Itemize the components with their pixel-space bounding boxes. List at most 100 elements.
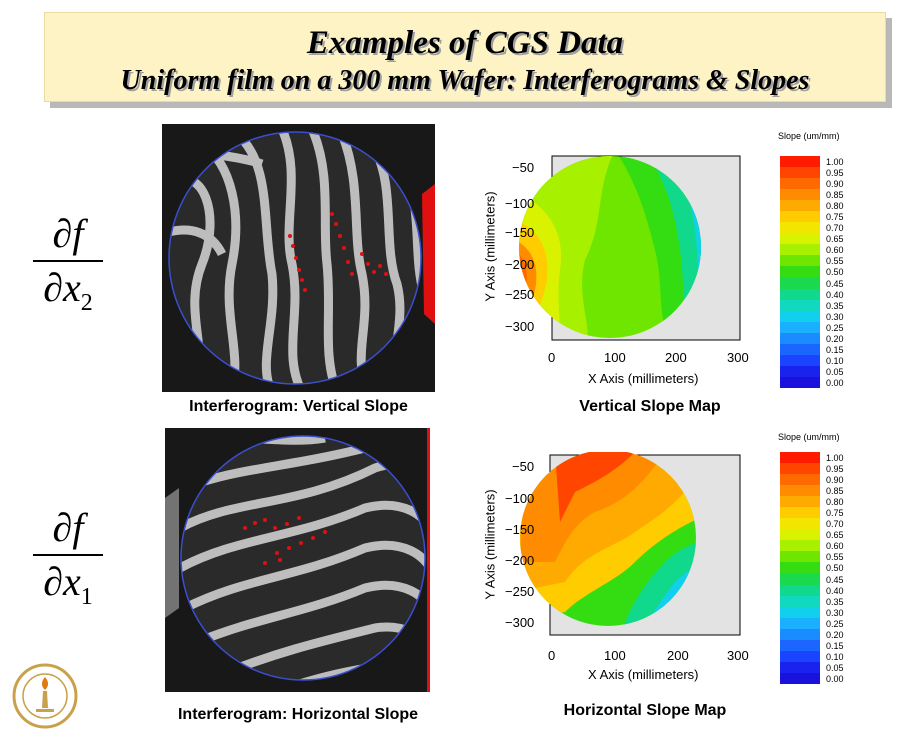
y-tick-label: −150 bbox=[505, 225, 535, 240]
math-df-dx2: ∂f ∂x2 bbox=[28, 212, 108, 325]
x-tick-label: 300 bbox=[727, 350, 749, 365]
colorbar-segment bbox=[780, 244, 820, 256]
colorbar-tick-label: 0.45 bbox=[826, 278, 844, 289]
colorbar-segment bbox=[780, 628, 820, 641]
colorbar-segment bbox=[780, 255, 820, 267]
slide-subtitle: Uniform film on a 300 mm Wafer: Interfer… bbox=[120, 65, 810, 96]
math-numerator: ∂f bbox=[52, 505, 84, 550]
colorbar-tick-label: 0.50 bbox=[826, 563, 844, 574]
colorbar-horizontal-map bbox=[780, 452, 820, 685]
colorbar-segment bbox=[780, 376, 820, 389]
colorbar-tick-label: 0.80 bbox=[826, 497, 844, 508]
vertical-slope-map-plot bbox=[519, 155, 741, 341]
colorbar-tick-label: 0.55 bbox=[826, 552, 844, 563]
colorbar-segment bbox=[780, 321, 820, 334]
x-tick-label: 200 bbox=[667, 648, 689, 663]
colorbar-tick-label: 1.00 bbox=[826, 157, 844, 167]
x-tick-label: 0 bbox=[548, 648, 556, 663]
colorbar-tick-label: 0.15 bbox=[826, 640, 844, 651]
colorbar-segment bbox=[780, 288, 820, 301]
colorbar-segment bbox=[780, 474, 820, 486]
colorbar-segment bbox=[780, 463, 820, 475]
colorbar-tick-label: 0.55 bbox=[826, 256, 844, 267]
colorbar-segment bbox=[780, 551, 820, 563]
colorbar-segment bbox=[780, 310, 820, 323]
fraction-bar bbox=[33, 554, 103, 556]
colorbar-segment bbox=[780, 266, 820, 279]
colorbar-tick-label: 0.80 bbox=[826, 201, 844, 212]
colorbar-tick-label: 0.40 bbox=[826, 289, 844, 300]
colorbar-tick-label: 0.85 bbox=[826, 190, 844, 201]
math-denominator: ∂x2 bbox=[43, 265, 93, 317]
colorbar-segment bbox=[780, 167, 820, 179]
y-tick-label: −50 bbox=[512, 160, 535, 175]
colorbar-tick-label: 0.90 bbox=[826, 475, 844, 486]
colorbar-tick-label: 0.30 bbox=[826, 311, 844, 322]
colorbar-segment bbox=[780, 452, 820, 464]
colorbar-segment bbox=[780, 496, 820, 508]
colorbar-tick-label: 0.60 bbox=[826, 245, 844, 256]
x-tick-label: 300 bbox=[727, 648, 749, 663]
colorbar-segment bbox=[780, 156, 820, 168]
colorbar-tick-label: 0.05 bbox=[826, 366, 844, 377]
colorbar-title: Slope (um/mm) bbox=[778, 131, 840, 141]
colorbar-segment bbox=[780, 606, 820, 619]
colorbar-tick-label: 0.20 bbox=[826, 629, 844, 640]
colorbar-segment bbox=[780, 617, 820, 630]
colorbar-tick-label: 0.00 bbox=[826, 673, 844, 684]
y-tick-label: −200 bbox=[505, 553, 535, 568]
colorbar-tick-label: 0.75 bbox=[826, 212, 844, 223]
colorbar-tick-label: 0.60 bbox=[826, 541, 844, 552]
colorbar-segment bbox=[780, 584, 820, 597]
colorbar-segment bbox=[780, 485, 820, 497]
y-tick-label: −300 bbox=[505, 615, 535, 630]
colorbar-vertical-map bbox=[780, 156, 820, 389]
colorbar-tick-label: 0.75 bbox=[826, 508, 844, 519]
colorbar-tick-label: 0.25 bbox=[826, 618, 844, 629]
slide-title: Examples of CGS Data bbox=[306, 25, 624, 61]
colorbar-segment bbox=[780, 595, 820, 608]
caption-interferogram-vertical: Interferogram: Vertical Slope bbox=[189, 398, 408, 415]
math-df-dx1: ∂f ∂x1 bbox=[28, 506, 108, 619]
x-tick-label: 100 bbox=[604, 350, 626, 365]
colorbar-tick-label: 0.35 bbox=[826, 300, 844, 311]
colorbar-segment bbox=[780, 573, 820, 586]
colorbar-tick-label: 0.15 bbox=[826, 344, 844, 355]
y-tick-label: −250 bbox=[505, 287, 535, 302]
colorbar-tick-label: 0.70 bbox=[826, 223, 844, 234]
colorbar-tick-label: 0.65 bbox=[826, 234, 844, 245]
x-axis-label: X Axis (millimeters) bbox=[588, 667, 699, 682]
y-axis-label: Y Axis (millimeters) bbox=[482, 191, 498, 302]
colorbar-segment bbox=[780, 178, 820, 190]
x-tick-label: 200 bbox=[665, 350, 687, 365]
y-tick-label: −150 bbox=[505, 522, 535, 537]
colorbar-segment bbox=[780, 189, 820, 201]
colorbar-tick-label: 0.85 bbox=[826, 486, 844, 497]
fraction-bar bbox=[33, 260, 103, 262]
colorbar-segment bbox=[780, 540, 820, 552]
colorbar-tick-label: 0.65 bbox=[826, 530, 844, 541]
x-tick-label: 100 bbox=[604, 648, 626, 663]
y-tick-label: −250 bbox=[505, 584, 535, 599]
math-numerator: ∂f bbox=[52, 211, 84, 256]
colorbar-tick-label: 0.00 bbox=[826, 377, 844, 388]
y-tick-label: −300 bbox=[505, 319, 535, 334]
caption-horizontal-slope-map: Horizontal Slope Map bbox=[563, 702, 727, 719]
y-axis-label: Y Axis (millimeters) bbox=[482, 489, 498, 600]
colorbar-tick-label: 1.00 bbox=[826, 453, 844, 463]
caption-vertical-slope-map: Vertical Slope Map bbox=[579, 398, 721, 415]
y-tick-label: −100 bbox=[505, 196, 535, 211]
colorbar-title: Slope (um/mm) bbox=[778, 432, 840, 442]
colorbar-segment bbox=[780, 277, 820, 290]
colorbar-tick-label: 0.45 bbox=[826, 574, 844, 585]
colorbar-segment bbox=[780, 365, 820, 378]
colorbar-segment bbox=[780, 672, 820, 685]
colorbar-segment bbox=[780, 222, 820, 234]
colorbar-tick-label: 0.70 bbox=[826, 519, 844, 530]
colorbar-segment bbox=[780, 529, 820, 541]
x-axis-label: X Axis (millimeters) bbox=[588, 371, 699, 386]
colorbar-segment bbox=[780, 332, 820, 345]
colorbar-tick-label: 0.95 bbox=[826, 168, 844, 179]
colorbar-segment bbox=[780, 562, 820, 575]
interferogram-horizontal-fringes bbox=[165, 428, 430, 692]
